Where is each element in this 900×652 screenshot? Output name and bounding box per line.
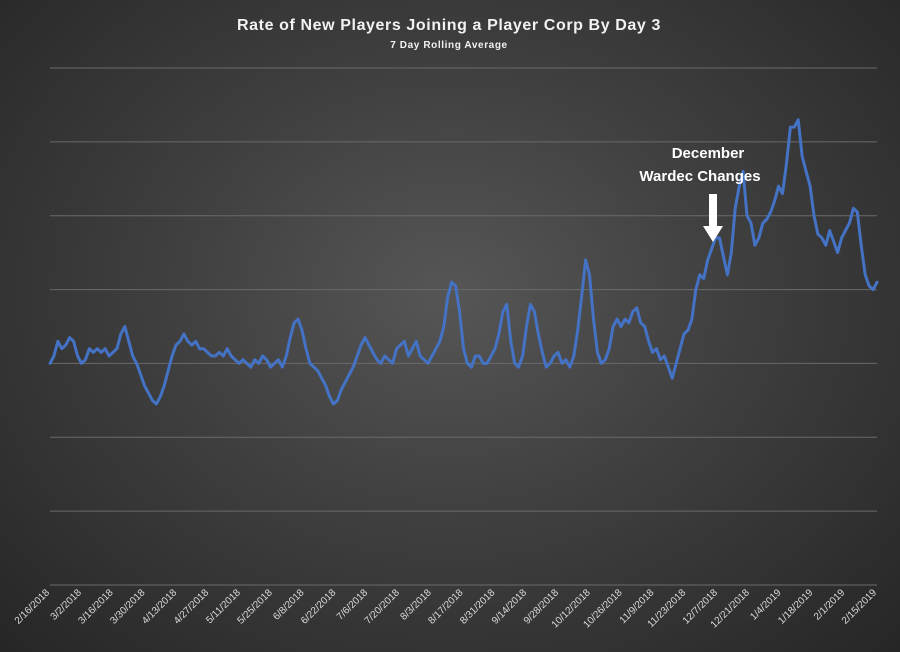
series-layer [48, 118, 879, 406]
x-axis-ticks: 2/16/20183/2/20183/16/20183/30/20184/13/… [13, 587, 880, 630]
x-tick-label: 7/20/2018 [363, 587, 403, 627]
series-line [48, 118, 879, 406]
x-tick-label: 2/15/2019 [840, 587, 880, 627]
annotation-line1: December [672, 145, 745, 162]
down-arrow-icon [703, 194, 723, 242]
gridlines [50, 67, 877, 586]
x-tick-label: 1/18/2019 [776, 587, 816, 627]
x-tick-label: 6/22/2018 [299, 587, 339, 627]
annotation-line2: Wardec Changes [639, 168, 760, 185]
chart-title: Rate of New Players Joining a Player Cor… [237, 17, 661, 34]
annotation: December Wardec Changes [639, 145, 761, 242]
x-tick-label: 5/25/2018 [236, 587, 276, 627]
chart-subtitle: 7 Day Rolling Average [390, 40, 507, 51]
x-tick-label: 2/16/2018 [13, 587, 53, 627]
